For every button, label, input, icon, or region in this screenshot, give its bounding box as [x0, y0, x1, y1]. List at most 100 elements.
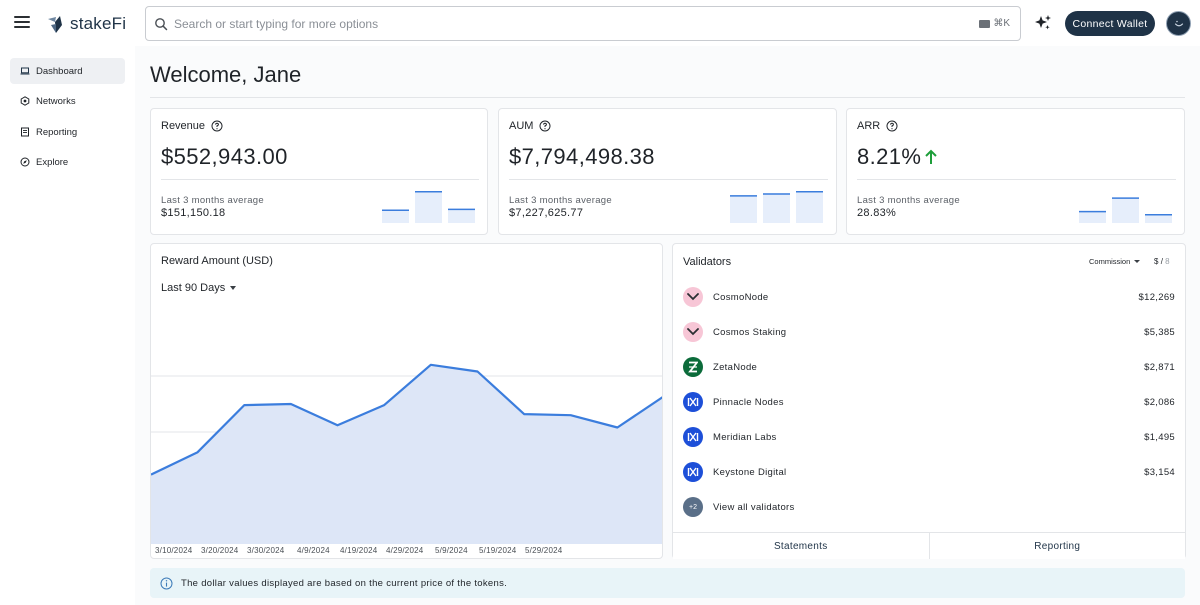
sidebar-item-label: Explore [36, 156, 69, 168]
caret-down-icon [1134, 260, 1141, 263]
node-logo-icon [683, 392, 703, 412]
stat-divider [509, 179, 828, 180]
reward-area-chart [151, 363, 662, 544]
node-logo-icon [683, 427, 703, 447]
x-tick-label: 3/20/2024 [201, 546, 239, 555]
sidebar-item-dashboard[interactable]: Dashboard [10, 58, 125, 84]
sidebar: Dashboard Networks Reporting Explore [0, 46, 135, 605]
mini-bar [763, 193, 790, 223]
validator-amount: $2,871 [1144, 362, 1175, 373]
stat-title: ARR [857, 120, 898, 132]
aum-sub-label: Last 3 months average [509, 195, 612, 206]
validator-row[interactable]: Keystone Digital $3,154 [673, 455, 1185, 490]
sidebar-item-label: Dashboard [36, 65, 83, 77]
reporting-button[interactable]: Reporting [929, 533, 1185, 559]
node-logo-icon [683, 462, 703, 482]
sort-by-dropdown[interactable]: Commission [1089, 257, 1141, 266]
mini-bar [1112, 197, 1139, 223]
avatar[interactable] [1166, 11, 1191, 36]
arr-sub-value: 28.83% [857, 207, 897, 219]
revenue-value: $552,943.00 [161, 144, 288, 169]
validator-name: Keystone Digital [713, 467, 787, 478]
sparkle-icon[interactable] [1034, 14, 1052, 32]
search-input[interactable] [174, 13, 954, 35]
revenue-mini-bar-chart [382, 191, 475, 223]
date-range-label: Last 90 Days [161, 282, 226, 294]
sidebar-item-explore[interactable]: Explore [10, 149, 125, 175]
revenue-sub-label: Last 3 months average [161, 195, 264, 206]
validator-row[interactable]: Cosmos Staking $5,385 [673, 315, 1185, 350]
x-tick-label: 4/9/2024 [297, 546, 330, 555]
sort-label: Commission [1089, 257, 1131, 266]
help-icon[interactable] [539, 120, 551, 132]
arr-sub-label: Last 3 months average [857, 195, 960, 206]
keyboard-icon [979, 19, 991, 28]
x-tick-label: 4/29/2024 [386, 546, 424, 555]
validator-amount: $3,154 [1144, 467, 1175, 478]
unit-toggle[interactable]: $ / 8 [1154, 257, 1170, 266]
validator-row[interactable]: ZetaNode $2,871 [673, 350, 1185, 385]
x-tick-label: 5/19/2024 [479, 546, 517, 555]
validators-card: Validators Commission $ / 8 CosmoNode $1… [672, 243, 1186, 559]
trend-up-arrow-icon [925, 149, 938, 164]
caret-down-icon [230, 286, 237, 290]
statements-button[interactable]: Statements [673, 533, 930, 559]
sidebar-item-networks[interactable]: Networks [10, 88, 125, 114]
unit-active: $ [1154, 257, 1159, 266]
x-tick-label: 4/19/2024 [340, 546, 378, 555]
mini-bar [1079, 210, 1106, 223]
search-icon [155, 18, 168, 31]
keyboard-shortcut-hint: ⌘K [979, 18, 1010, 29]
top-bar: stakeFi ⌘K Connect Wallet [0, 0, 1200, 46]
app-name: stakeFi [70, 14, 127, 33]
stakefi-logo-icon [48, 16, 62, 33]
aum-card: AUM $7,794,498.38 Last 3 months average … [498, 108, 837, 235]
validator-row[interactable]: Meridian Labs $1,495 [673, 420, 1185, 455]
validator-name: Cosmos Staking [713, 327, 787, 338]
validators-title: Validators [683, 256, 732, 268]
avatar-face-icon [1174, 20, 1183, 26]
report-icon [21, 127, 29, 137]
mini-bar [448, 208, 475, 223]
validator-row[interactable]: CosmoNode $12,269 [673, 280, 1185, 315]
sidebar-item-reporting[interactable]: Reporting [10, 119, 125, 145]
stat-divider [857, 179, 1176, 180]
stat-divider [161, 179, 479, 180]
reward-chart-title: Reward Amount (USD) [161, 255, 273, 267]
arr-title: ARR [857, 120, 881, 132]
x-tick-label: 3/10/2024 [155, 546, 193, 555]
validator-row[interactable]: Pinnacle Nodes $2,086 [673, 385, 1185, 420]
validator-amount: $5,385 [1144, 327, 1175, 338]
arr-mini-bar-chart [1079, 197, 1172, 223]
aum-value: $7,794,498.38 [509, 144, 655, 169]
connect-wallet-button[interactable]: Connect Wallet [1065, 11, 1155, 36]
info-icon [160, 577, 173, 589]
help-icon[interactable] [886, 120, 898, 132]
hamburger-menu-icon[interactable] [14, 16, 30, 28]
shortcut-label: ⌘K [993, 18, 1010, 29]
unit-inactive: 8 [1165, 257, 1170, 266]
help-icon[interactable] [211, 120, 223, 132]
revenue-sub-value: $151,150.18 [161, 207, 226, 219]
validator-amount: $12,269 [1138, 292, 1175, 303]
reward-line [151, 363, 662, 476]
arr-card: ARR 8.21% Last 3 months average 28.83% [846, 108, 1185, 235]
date-range-dropdown[interactable]: Last 90 Days [161, 282, 237, 294]
x-tick-label: 3/30/2024 [247, 546, 285, 555]
search-bar[interactable]: ⌘K [145, 6, 1021, 41]
more-count-badge: +2 [683, 497, 703, 517]
view-all-label: View all validators [713, 502, 795, 513]
zeta-logo-icon [683, 357, 703, 377]
unit-separator: / [1160, 257, 1163, 266]
cosmo-logo-icon [683, 322, 703, 342]
view-all-validators-link[interactable]: +2 View all validators [673, 490, 1185, 525]
sidebar-item-label: Reporting [36, 126, 78, 138]
revenue-card: Revenue $552,943.00 Last 3 months averag… [150, 108, 488, 235]
app-logo[interactable]: stakeFi [44, 12, 126, 36]
mini-bar [796, 191, 823, 223]
reward-area-fill [151, 364, 662, 544]
arr-value-row: 8.21% [857, 144, 938, 170]
mini-bar [382, 209, 409, 223]
compass-icon [20, 157, 30, 167]
validator-name: CosmoNode [713, 292, 769, 303]
